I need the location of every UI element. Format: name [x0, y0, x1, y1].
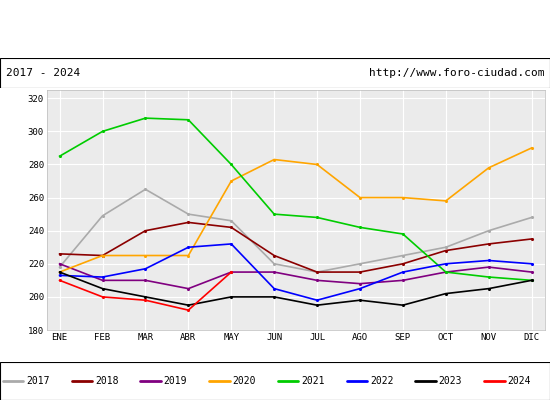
Text: 2019: 2019 [164, 376, 187, 386]
Text: Evolucion del paro registrado en Sant Pere de Vilamajor: Evolucion del paro registrado en Sant Pe… [34, 22, 516, 36]
Text: 2021: 2021 [301, 376, 324, 386]
Text: 2022: 2022 [370, 376, 393, 386]
Text: 2017: 2017 [26, 376, 50, 386]
Text: 2023: 2023 [439, 376, 462, 386]
Text: 2018: 2018 [95, 376, 118, 386]
Text: 2020: 2020 [232, 376, 256, 386]
Text: http://www.foro-ciudad.com: http://www.foro-ciudad.com [369, 68, 544, 78]
Text: 2024: 2024 [507, 376, 531, 386]
Text: 2017 - 2024: 2017 - 2024 [6, 68, 80, 78]
